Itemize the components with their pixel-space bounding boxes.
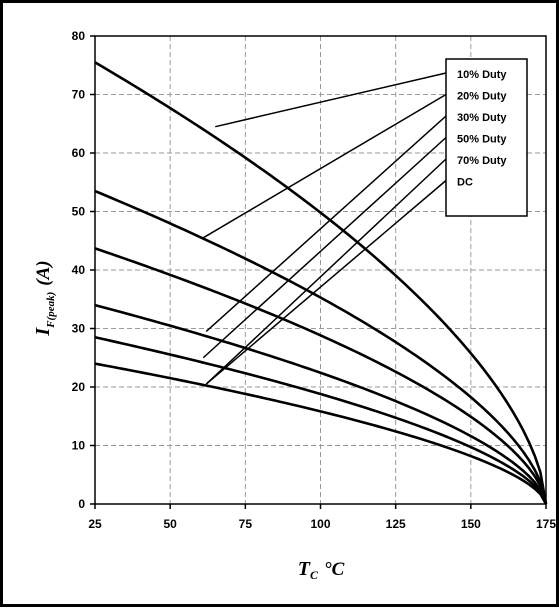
legend-leader-lines [202,72,447,385]
x-axis-title-main: T [298,558,311,580]
x-tick-label: 50 [163,517,177,531]
legend: 10% Duty 20% Duty 30% Duty 50% Duty 70% Duty… [445,58,528,217]
legend-label-3: 30% Duty [457,112,507,124]
y-axis-title-main: I [32,327,54,337]
leader-line-1 [215,72,447,128]
x-tick-label: 75 [239,517,253,531]
y-tick-label: 80 [72,29,86,43]
series-curve-5 [94,336,548,505]
legend-label-5: 70% Duty [457,155,507,167]
series-curve-3 [94,247,548,505]
chart: 25 50 75 100 125 150 175 0 10 20 30 40 50 60 70 80 10%… [32,29,556,582]
y-tick-label: 30 [72,322,86,336]
y-tick-label: 60 [72,146,86,160]
y-axis-ticks: 0 10 20 30 40 50 60 70 80 [72,29,95,511]
y-tick-label: 0 [78,497,85,511]
leader-line-4 [202,136,447,359]
leader-line-5 [205,158,447,385]
x-axis-title-sub: C [310,568,319,582]
x-tick-label: 25 [88,517,102,531]
x-axis-ticks: 25 50 75 100 125 150 175 [88,504,556,531]
y-tick-label: 10 [72,439,86,453]
grid [95,36,546,504]
leader-line-6 [205,179,447,385]
y-tick-label: 50 [72,205,86,219]
y-tick-label: 20 [72,380,86,394]
x-tick-label: 125 [386,517,406,531]
y-axis-title-sub: F(peak) [45,292,57,329]
legend-label-6: DC [457,177,473,189]
legend-box [445,58,528,217]
y-axis-title: IF(peak) (A) [32,260,57,336]
legend-label-1: 10% Duty [457,69,507,81]
series-curve-4 [94,303,548,505]
x-axis-title-unit: °C [324,559,345,580]
legend-label-4: 50% Duty [457,134,507,146]
legend-label-2: 20% Duty [457,91,507,103]
series-curve-2 [94,189,548,505]
x-tick-label: 100 [310,517,330,531]
series-curve-1 [94,61,548,505]
x-axis-title: TC °C [298,558,345,582]
y-axis-title-unit: (A) [33,260,54,285]
series-curves [94,61,548,505]
series-curve-6 [94,362,548,505]
leader-line-3 [205,115,447,332]
plot-area-border [94,35,547,505]
y-tick-label: 40 [72,263,86,277]
y-tick-label: 70 [72,88,86,102]
leader-line-2 [202,93,447,239]
x-tick-label: 150 [461,517,481,531]
x-tick-label: 175 [536,517,556,531]
